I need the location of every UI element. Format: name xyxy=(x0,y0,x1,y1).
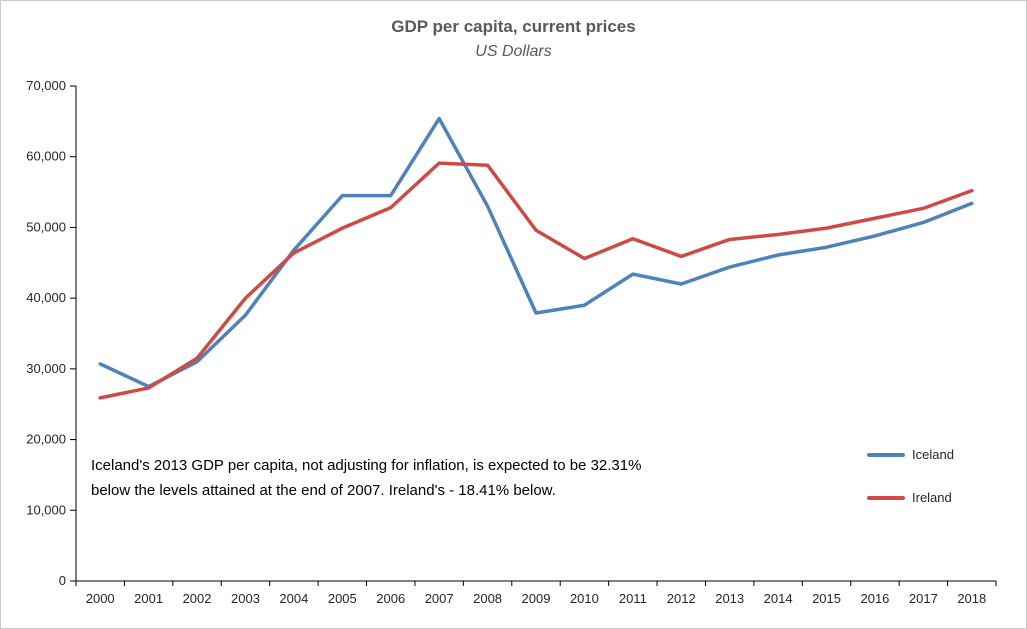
svg-text:2012: 2012 xyxy=(667,591,696,606)
svg-text:60,000: 60,000 xyxy=(26,149,66,164)
annotation-line-1: Iceland's 2013 GDP per capita, not adjus… xyxy=(91,457,642,474)
legend-item-iceland: Iceland xyxy=(867,447,954,462)
chart-title: GDP per capita, current prices xyxy=(391,17,636,36)
svg-text:2007: 2007 xyxy=(425,591,454,606)
svg-text:10,000: 10,000 xyxy=(26,502,66,517)
svg-text:30,000: 30,000 xyxy=(26,361,66,376)
svg-text:2004: 2004 xyxy=(279,591,308,606)
svg-text:2010: 2010 xyxy=(570,591,599,606)
svg-text:2017: 2017 xyxy=(909,591,938,606)
iceland-series-line xyxy=(98,116,974,389)
svg-text:2006: 2006 xyxy=(376,591,405,606)
svg-text:2015: 2015 xyxy=(812,591,841,606)
iceland-line-swatch xyxy=(867,452,905,457)
chart-subtitle: US Dollars xyxy=(475,43,552,60)
annotation-line-2: below the levels attained at the end of … xyxy=(91,482,556,499)
svg-text:2009: 2009 xyxy=(522,591,551,606)
ireland-series-line xyxy=(98,161,974,400)
annotation-text: Iceland's 2013 GDP per capita, not adjus… xyxy=(91,453,641,503)
svg-text:2003: 2003 xyxy=(231,591,260,606)
svg-text:2016: 2016 xyxy=(860,591,889,606)
legend-label-ireland: Ireland xyxy=(912,490,952,505)
legend-item-ireland: Ireland xyxy=(867,490,954,505)
svg-text:20,000: 20,000 xyxy=(26,432,66,447)
legend-label-iceland: Iceland xyxy=(912,447,954,462)
svg-text:2013: 2013 xyxy=(715,591,744,606)
svg-text:2008: 2008 xyxy=(473,591,502,606)
svg-text:2011: 2011 xyxy=(619,591,647,606)
svg-text:50,000: 50,000 xyxy=(26,219,66,234)
svg-text:2001: 2001 xyxy=(134,591,163,606)
svg-text:0: 0 xyxy=(59,573,66,588)
svg-text:2000: 2000 xyxy=(86,591,115,606)
svg-text:40,000: 40,000 xyxy=(26,290,66,305)
svg-text:2018: 2018 xyxy=(957,591,986,606)
ireland-line-swatch xyxy=(867,495,905,500)
legend: Iceland Ireland xyxy=(867,447,954,505)
svg-text:2002: 2002 xyxy=(183,591,212,606)
svg-text:2005: 2005 xyxy=(328,591,357,606)
svg-text:70,000: 70,000 xyxy=(26,78,66,93)
svg-text:2014: 2014 xyxy=(764,591,793,606)
